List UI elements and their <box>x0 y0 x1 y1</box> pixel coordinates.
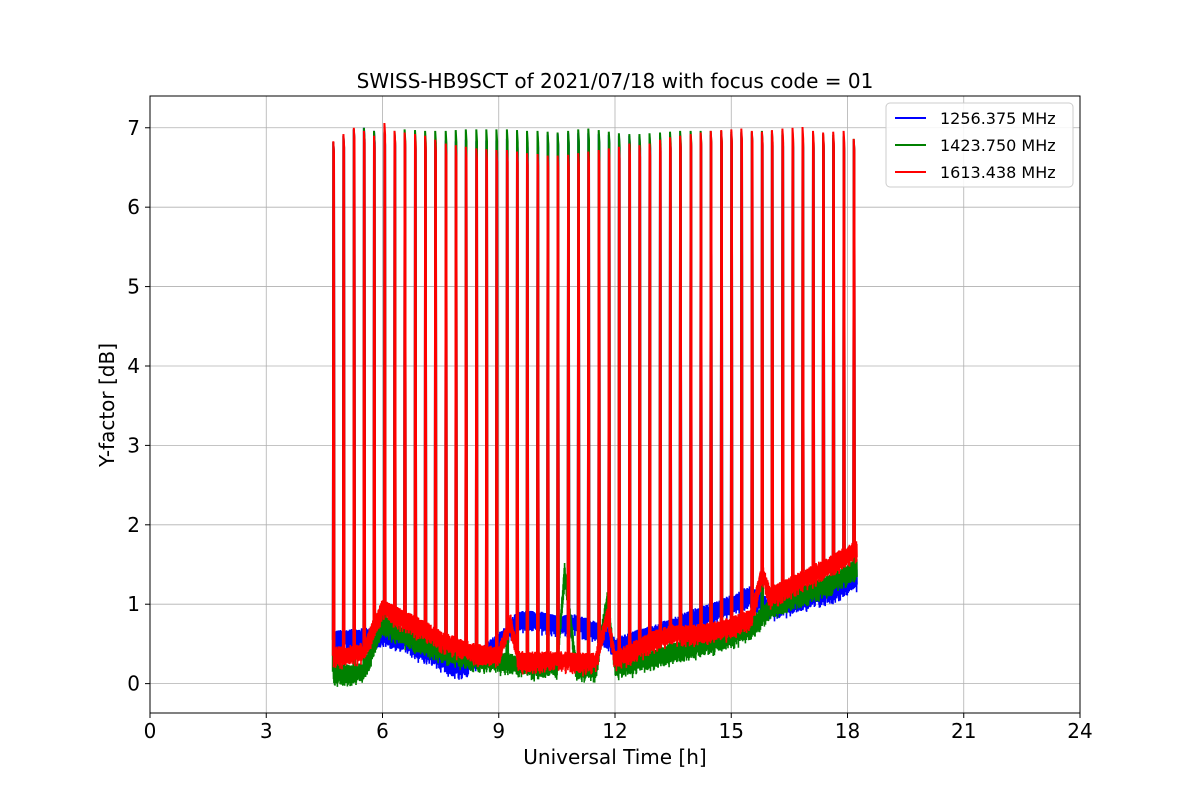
calibration-peak <box>739 128 744 623</box>
calibration-peak <box>617 146 621 658</box>
calibration-peak <box>770 130 775 596</box>
y-axis-label: Y-factor [dB] <box>95 343 119 468</box>
legend-label-1613-mhz: 1613.438 MHz <box>940 163 1056 182</box>
calibration-peak <box>362 130 367 651</box>
x-tick-label: 15 <box>719 719 744 743</box>
calibration-peak <box>678 135 683 634</box>
calibration-peak <box>444 143 448 643</box>
y-tick-label: 7 <box>127 116 140 140</box>
calibration-peak <box>331 141 336 656</box>
calibration-peak <box>821 132 826 569</box>
calibration-peak <box>780 128 785 591</box>
calibration-peak <box>842 130 846 558</box>
calibration-peak <box>709 130 713 632</box>
legend-label-1423-mhz: 1423.750 MHz <box>940 136 1056 155</box>
calibration-peak <box>576 153 581 663</box>
data-series <box>331 122 858 687</box>
calibration-peak <box>536 153 540 662</box>
calibration-peak <box>341 134 346 656</box>
x-tick-label: 3 <box>260 719 273 743</box>
calibration-peak <box>484 149 489 655</box>
calibration-peak <box>627 143 632 653</box>
y-tick-label: 1 <box>127 592 140 616</box>
y-tick-label: 0 <box>127 672 140 696</box>
calibration-peak <box>515 151 520 655</box>
calibration-peak <box>372 135 377 628</box>
calibration-peak <box>668 137 673 635</box>
y-tick-label: 6 <box>127 195 140 219</box>
x-tick-label: 18 <box>835 719 860 743</box>
calibration-peak <box>607 148 611 625</box>
legend-label-1256-mhz: 1256.375 MHz <box>940 109 1056 128</box>
calibration-peak <box>403 132 407 620</box>
calibration-peak <box>586 151 591 662</box>
x-tick-label: 6 <box>376 719 389 743</box>
calibration-peak <box>729 129 734 627</box>
calibration-peak <box>689 134 693 635</box>
y-tick-label: 3 <box>127 433 140 457</box>
calibration-peak <box>791 127 795 586</box>
y-tick-label: 2 <box>127 513 140 537</box>
calibration-peak <box>811 130 816 575</box>
calibration-peak <box>750 130 754 614</box>
calibration-peak <box>658 139 663 638</box>
x-tick-label: 9 <box>492 719 505 743</box>
series-noise-band <box>332 541 858 677</box>
calibration-peak <box>760 131 764 575</box>
y-tick-label: 5 <box>127 275 140 299</box>
calibration-peak <box>433 139 438 637</box>
calibration-peak <box>454 145 458 647</box>
calibration-peak <box>423 135 428 631</box>
calibration-peak <box>464 146 468 650</box>
calibration-peak <box>801 126 805 580</box>
y-tick-label: 4 <box>127 354 140 378</box>
calibration-peak <box>852 138 856 552</box>
x-tick-label: 21 <box>951 719 976 743</box>
calibration-peak <box>648 143 652 643</box>
calibration-peak <box>393 130 397 615</box>
calibration-peak <box>383 122 387 610</box>
legend: 1256.375 MHz 1423.750 MHz 1613.438 MHz <box>885 102 1074 188</box>
calibration-peak <box>495 149 499 656</box>
calibration-peak <box>525 153 530 661</box>
calibration-peak <box>352 127 356 654</box>
calibration-peak <box>637 145 642 648</box>
calibration-peak <box>413 134 418 626</box>
x-tick-label: 12 <box>602 719 627 743</box>
series-1613-mhz <box>331 122 858 677</box>
calibration-peak <box>831 131 836 564</box>
x-tick-label: 24 <box>1067 719 1092 743</box>
calibration-peak <box>546 155 550 661</box>
calibration-peak <box>719 130 724 629</box>
calibration-peak <box>474 148 479 653</box>
calibration-peak <box>699 132 703 634</box>
calibration-peak <box>505 149 510 632</box>
calibration-peak <box>597 149 601 650</box>
legend-box <box>885 102 1074 188</box>
x-tick-label: 0 <box>144 719 157 743</box>
x-axis-label: Universal Time [h] <box>523 745 706 769</box>
calibration-peak <box>556 155 560 660</box>
calibration-peak <box>566 154 571 662</box>
chart-title: SWISS-HB9SCT of 2021/07/18 with focus co… <box>357 69 874 93</box>
